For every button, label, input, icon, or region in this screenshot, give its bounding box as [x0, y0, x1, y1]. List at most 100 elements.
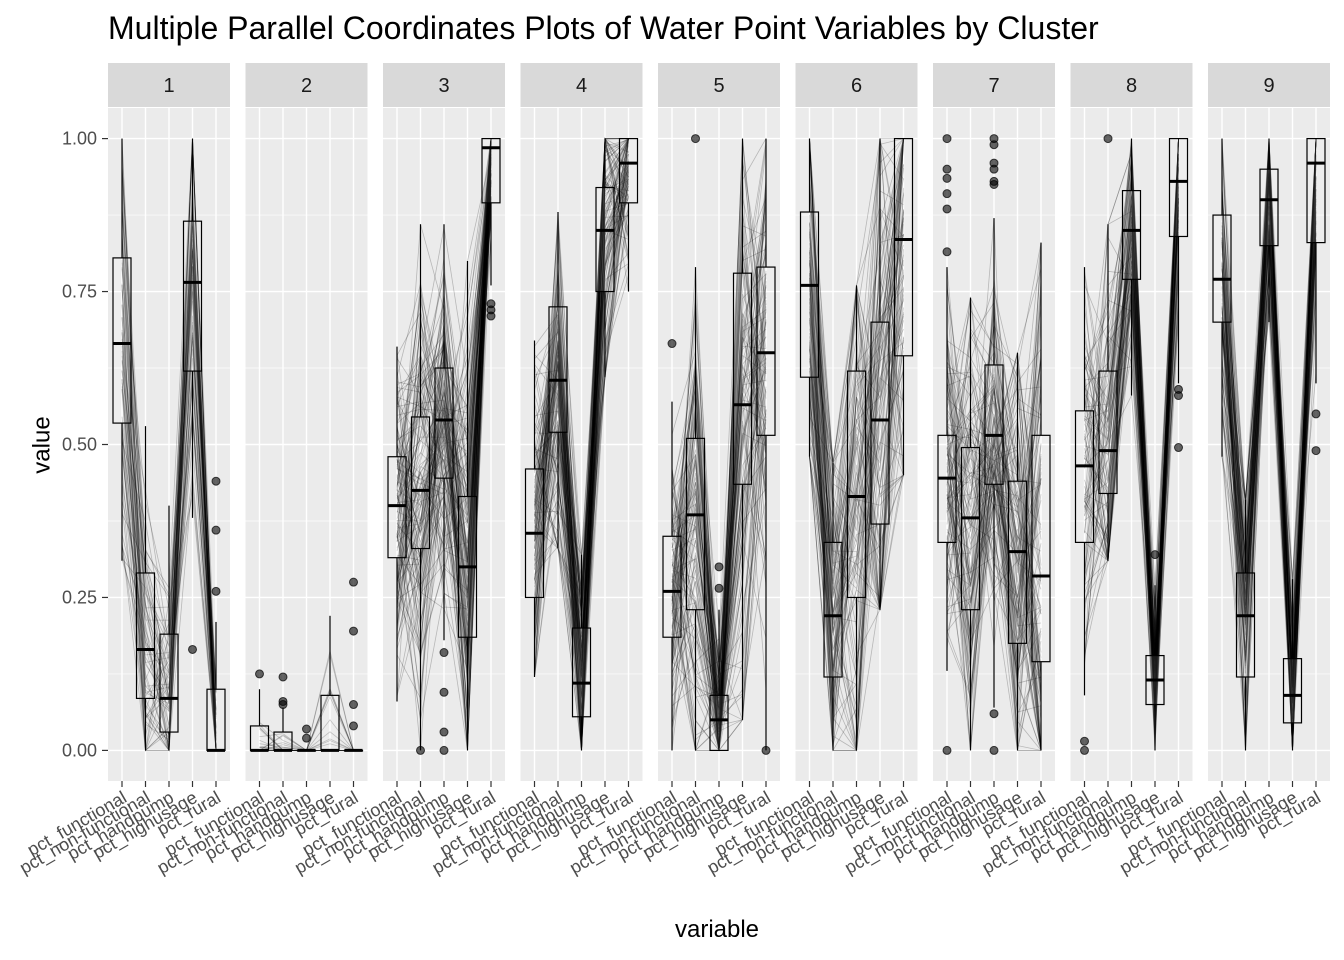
parallel-line [396, 188, 492, 509]
parallel-line [946, 354, 1042, 637]
parallel-line [396, 138, 492, 551]
parallel-line [946, 390, 1042, 543]
parallel-line [946, 387, 1042, 751]
parallel-line [671, 377, 767, 746]
parallel-line [396, 201, 492, 671]
facet-strip-label: 6 [851, 75, 862, 97]
parallel-line [946, 366, 1042, 659]
boxplot-pct_highusage [1007, 352, 1028, 751]
parallel-line [121, 244, 217, 752]
outlier-point [349, 626, 358, 636]
parallel-line [396, 138, 492, 654]
parallel-line [534, 183, 629, 650]
parallel-line [809, 138, 904, 694]
parallel-line [946, 380, 1042, 527]
parallel-line [534, 138, 629, 676]
outlier-point [1150, 550, 1160, 560]
box-iqr [937, 434, 957, 543]
parallel-line [1221, 140, 1317, 736]
parallel-line [946, 365, 1042, 659]
parallel-line [809, 275, 904, 671]
parallel-line [396, 148, 492, 489]
box-iqr [960, 446, 981, 611]
parallel-line [1221, 175, 1317, 688]
parallel-line [946, 242, 1042, 705]
parallel-line [396, 138, 492, 644]
parallel-line [1084, 138, 1179, 676]
parallel-line [121, 208, 217, 712]
outlier-point [691, 134, 700, 144]
box-iqr [1098, 370, 1118, 495]
box-iqr [159, 633, 179, 733]
boxplot-pct_highusage [595, 138, 615, 378]
parallel-line [1084, 138, 1179, 613]
parallel-line [396, 138, 492, 639]
parallel-line [121, 197, 217, 751]
parallel-line [946, 370, 1042, 695]
parallel-line [809, 218, 904, 719]
box-iqr [1259, 168, 1279, 247]
facet-strip-label: 3 [438, 75, 449, 97]
boxplot-pct_non-functional [1098, 134, 1118, 561]
parallel-line [121, 301, 217, 751]
parallel-line [1221, 138, 1317, 664]
parallel-line [534, 264, 629, 697]
boxplot-pct_non-functional [823, 462, 843, 751]
parallel-line [809, 220, 904, 575]
parallel-line [671, 189, 767, 699]
parallel-line [534, 138, 629, 695]
parallel-line [1084, 138, 1179, 704]
parallel-line [534, 215, 629, 700]
parallel-line [534, 171, 629, 678]
parallel-line [946, 434, 1042, 751]
outlier-point [942, 164, 952, 174]
parallel-line [1221, 170, 1317, 694]
facet-strip [108, 63, 230, 107]
parallel-line [809, 138, 904, 612]
parallel-line [809, 138, 904, 695]
y-tick-label: 0.50 [62, 435, 97, 455]
outlier-point [439, 727, 449, 737]
parallel-line [809, 234, 904, 464]
parallel-line [809, 294, 904, 558]
parallel-line [1221, 160, 1317, 733]
boxplot-pct_non-functional [1235, 499, 1256, 751]
parallel-line [396, 147, 492, 556]
parallel-line [946, 352, 1042, 704]
parallel-line [946, 292, 1042, 717]
parallel-line [809, 138, 904, 619]
parallel-line [121, 332, 217, 751]
parallel-line [396, 197, 492, 563]
parallel-line [121, 230, 217, 751]
parallel-line [1084, 243, 1179, 685]
parallel-line [1221, 182, 1317, 751]
boxplot-pct_highusage [1145, 550, 1165, 751]
parallel-line [534, 185, 629, 709]
parallel-line [534, 171, 629, 649]
parallel-line [946, 446, 1042, 674]
parallel-line [809, 243, 904, 670]
box-iqr [662, 535, 682, 638]
facet-strip [1208, 63, 1330, 107]
parallel-line [534, 208, 629, 678]
facet-strip [795, 63, 918, 107]
box-iqr [1282, 658, 1303, 724]
parallel-line [121, 380, 217, 751]
parallel-line [534, 137, 629, 667]
boxplot-pct_handpump [159, 505, 179, 751]
parallel-line [809, 138, 904, 634]
boxplot-pct_non-functional [273, 672, 293, 752]
boxplot-pct_non-functional [548, 212, 568, 549]
box-iqr [893, 137, 914, 357]
parallel-line [396, 164, 492, 670]
parallel-line [121, 138, 217, 730]
parallel-line [396, 138, 492, 464]
box-iqr [1007, 480, 1028, 644]
facet-strip [520, 63, 643, 107]
box-iqr [685, 437, 706, 611]
parallel-line [1221, 164, 1317, 675]
parallel-line [396, 138, 492, 559]
parallel-line [671, 366, 767, 735]
parallel-line [396, 154, 492, 508]
parallel-line [671, 213, 767, 699]
